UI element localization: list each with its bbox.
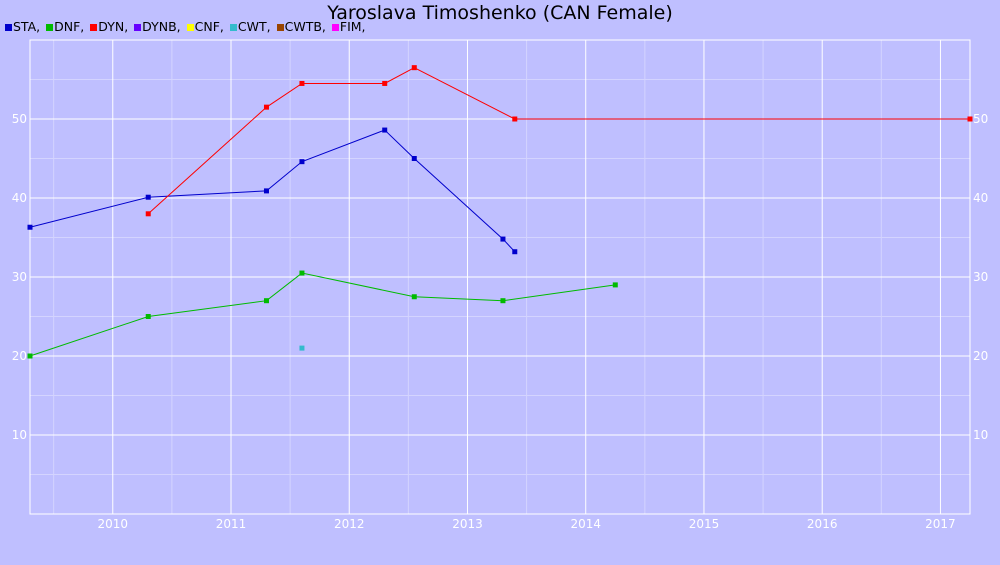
sta-data-point [411,156,417,161]
y-tick-label-left: 40 [12,191,27,205]
legend-label: DYNB, [142,19,181,34]
legend-swatch [46,24,54,31]
x-tick-label: 2011 [216,517,247,531]
x-tick-label: 2015 [689,517,720,531]
legend-label: CNF, [194,19,224,34]
sta-data-point [299,159,305,165]
cwt-data-point [299,345,305,351]
x-tick-label: 2012 [334,517,365,531]
sta-data-point [27,224,33,230]
y-tick-label-left: 30 [12,270,27,284]
legend-label: CWT, [237,19,271,34]
chart-title: Yaroslava Timoshenko (CAN Female) [327,2,673,24]
legend-swatch [276,24,284,31]
dnf-data-point [145,314,151,319]
legend-item: CWTB, [276,19,326,35]
x-tick-label: 2017 [925,517,956,531]
legend-swatch [90,24,98,31]
dyn-data-point [145,211,151,217]
plot-frame [29,39,971,515]
legend-label: DNF, [54,19,85,34]
legend-item: FIM, [331,19,366,35]
legend-swatch [229,24,237,31]
dnf-data-point [27,353,33,359]
dyn-data-point [967,116,973,122]
dnf-data-point [612,282,618,288]
x-tick-label: 2014 [570,517,601,531]
x-tick-label: 2013 [452,517,483,531]
legend: STA, DNF, DYN, DYNB, CNF, CWT, CWTB, FIM, [5,19,372,35]
dnf-series-line [29,272,616,357]
dyn-series-line [147,67,970,215]
y-tick-label-right: 50 [973,112,988,126]
sta-data-point [263,188,269,194]
x-tick-label: 2010 [97,517,128,531]
y-tick-label-right: 10 [973,428,988,442]
legend-label: CWTB, [284,19,326,34]
legend-item: STA, [5,19,40,35]
sta-data-point [382,127,388,133]
legend-item: DYN, [90,19,128,35]
legend-label: STA, [13,19,41,34]
y-tick-label-right: 20 [973,349,988,363]
legend-item: CNF, [186,19,224,35]
x-tick-label: 2016 [807,517,838,531]
y-tick-label-right: 30 [973,270,988,284]
dnf-data-point [263,298,269,304]
y-tick-label-left: 50 [12,112,27,126]
y-tick-label-right: 40 [973,191,988,205]
legend-label: FIM, [339,19,366,34]
sta-data-point [500,236,506,242]
y-tick-label-left: 10 [12,428,27,442]
dnf-data-point [299,270,305,276]
y-tick-label-left: 20 [12,349,27,363]
legend-swatch [331,24,339,31]
dyn-data-point [512,116,518,122]
legend-item: CWT, [229,19,271,35]
dnf-data-point [500,298,506,304]
legend-label: DYN, [98,19,129,34]
legend-swatch [186,24,194,31]
legend-item: DNF, [46,19,84,35]
sta-data-point [145,194,151,200]
dnf-data-point [411,294,417,300]
legend-swatch [134,24,142,31]
dyn-data-point [263,104,269,110]
legend-swatch [5,24,12,31]
sta-data-point [512,249,518,255]
dyn-data-point [299,80,305,86]
legend-item: DYNB, [134,19,181,35]
sta-series-line [29,129,516,253]
dyn-data-point [382,80,388,86]
dyn-data-point [411,65,417,71]
